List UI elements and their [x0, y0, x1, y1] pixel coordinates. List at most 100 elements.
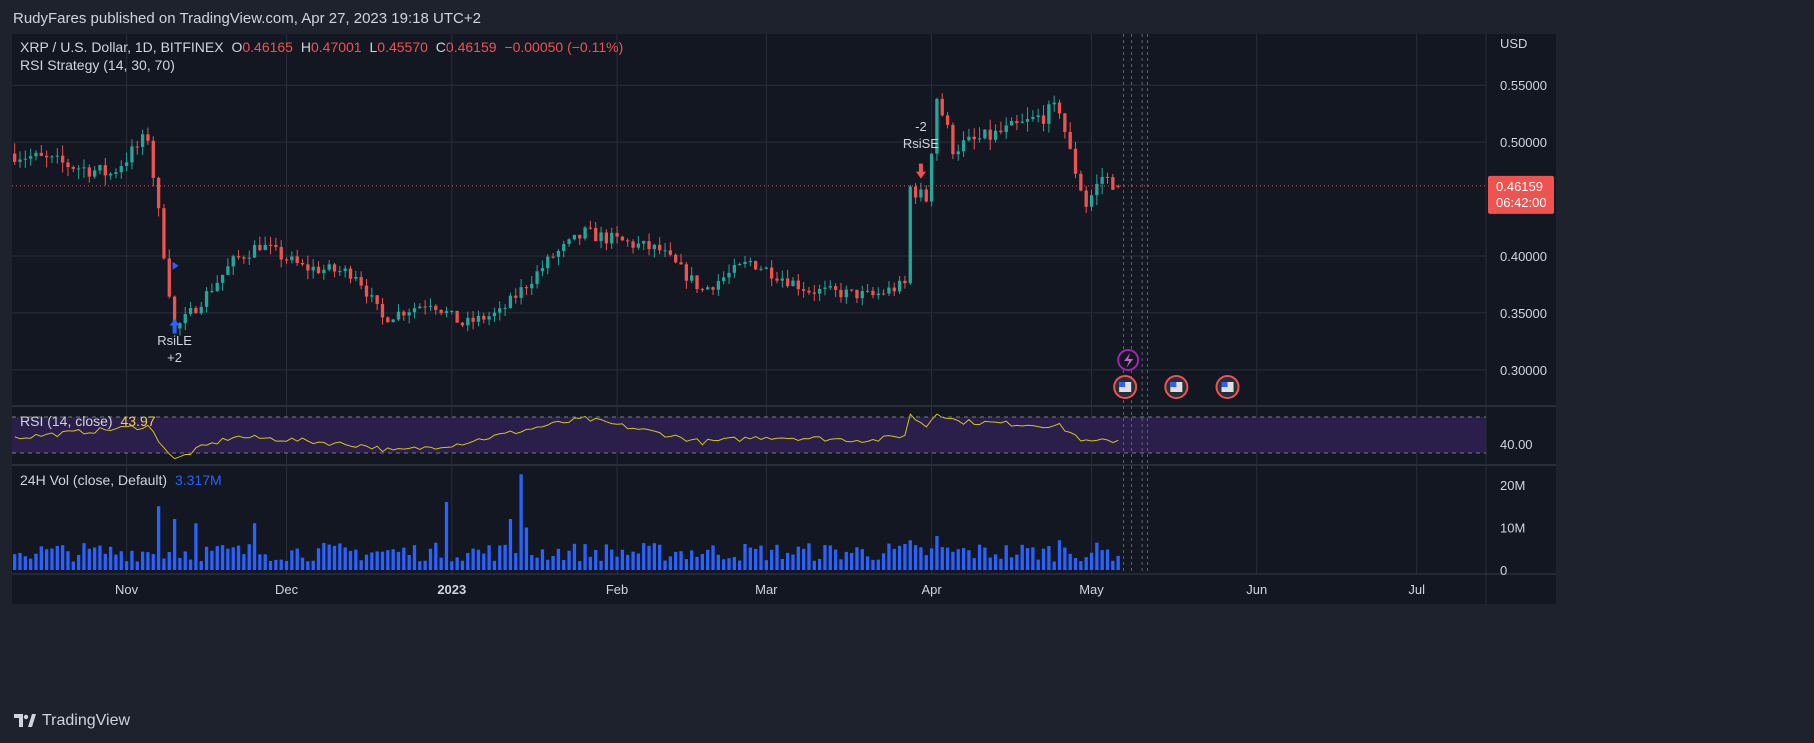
candle-body: [71, 167, 75, 169]
candle-body: [482, 315, 486, 320]
volume-bar: [327, 544, 331, 570]
volume-bar: [1020, 544, 1024, 570]
volume-bar: [407, 554, 411, 570]
candle-body: [727, 272, 731, 278]
long-flag-icon: [172, 261, 179, 270]
volume-bar: [615, 556, 619, 570]
volume-bar: [999, 558, 1003, 570]
volume-bar: [423, 560, 427, 570]
volume-bar: [556, 548, 561, 570]
candle-body: [679, 262, 683, 265]
candle-body: [535, 271, 539, 284]
candle-body: [945, 115, 950, 125]
candle-body: [658, 244, 662, 251]
candle-body: [1031, 117, 1035, 119]
candle-body: [103, 165, 107, 176]
volume-bar: [887, 543, 891, 570]
open-value: 0.46165: [242, 39, 293, 55]
candle-body: [343, 268, 347, 272]
volume-bar: [860, 549, 864, 570]
volume-bar: [599, 560, 603, 570]
volume-bar: [492, 560, 497, 570]
candle-body: [636, 243, 641, 248]
chart-area[interactable]: Nov Dec 2023 Feb Mar Apr May Jun Jul 0.55000 0.500…: [12, 34, 1556, 604]
candle-body: [610, 232, 614, 244]
candle-body: [1073, 148, 1078, 174]
price-tick-label: 0.55000: [1500, 78, 1547, 93]
candle-body: [178, 323, 182, 329]
symbol-title[interactable]: XRP / U.S. Dollar, 1D, BITFINEX: [20, 39, 224, 55]
candle-body: [242, 257, 246, 259]
volume-bar: [1095, 542, 1099, 570]
volume-bar: [146, 552, 150, 570]
volume-legend[interactable]: 24H Vol (close, Default) 3.317M: [20, 472, 222, 488]
candle-body: [466, 317, 470, 326]
volume-bar: [23, 556, 27, 570]
candle-body: [391, 319, 395, 323]
candle-body: [146, 134, 150, 141]
candle-body: [887, 287, 891, 294]
candle-body: [1063, 113, 1067, 132]
volume-bar: [183, 551, 187, 570]
candle-body: [487, 316, 491, 320]
volume-bar: [519, 474, 523, 570]
volume-bar: [311, 560, 315, 570]
price-tick-label: 0.50000: [1500, 135, 1547, 150]
volume-bar: [247, 544, 251, 570]
volume-bar: [71, 561, 75, 570]
volume-bar: [1084, 557, 1088, 570]
short-signal-qty: -2: [915, 119, 927, 134]
candle-body: [156, 177, 161, 209]
volume-bar: [1057, 540, 1062, 570]
candle-body: [732, 265, 736, 273]
candle-body: [828, 286, 832, 288]
volume-bar: [935, 536, 939, 570]
candle-body: [642, 240, 646, 244]
candle-body: [1089, 195, 1094, 207]
strategy-legend[interactable]: RSI Strategy (14, 30, 70): [20, 57, 175, 73]
candle-body: [892, 287, 896, 292]
volume-bar: [924, 555, 928, 570]
volume-bar: [791, 554, 795, 570]
x-tick-label: Mar: [755, 582, 778, 597]
volume-bar: [1063, 547, 1067, 570]
candle-body: [66, 162, 70, 168]
volume-bar: [913, 545, 918, 570]
tradingview-logo[interactable]: TradingView: [14, 712, 130, 730]
candle-body: [124, 162, 129, 167]
candle-body: [423, 306, 427, 308]
candle-body: [780, 278, 784, 281]
candle-body: [471, 317, 475, 322]
volume-bar: [833, 549, 838, 570]
rsi-value: 43.97: [120, 413, 156, 429]
candle-body: [1047, 104, 1051, 124]
candle-body: [913, 186, 918, 198]
volume-bar: [1047, 546, 1051, 570]
volume-bar: [178, 557, 182, 570]
candle-body: [327, 264, 331, 270]
candle-body: [279, 246, 283, 260]
close-label: C: [435, 39, 446, 55]
candle-body: [514, 295, 518, 298]
volume-bar: [817, 558, 822, 570]
volume-bar: [604, 544, 609, 570]
candle-body: [76, 168, 81, 170]
candle-body: [172, 296, 177, 329]
volume-bar: [977, 544, 982, 570]
price-tick-label: 0.30000: [1500, 363, 1547, 378]
candle-body: [833, 286, 838, 290]
volume-bar: [961, 548, 966, 570]
volume-bar: [785, 552, 790, 570]
volume-bar: [263, 554, 267, 570]
volume-bar: [167, 551, 171, 570]
volume-bar: [354, 549, 358, 570]
volume-bar: [343, 547, 347, 570]
volume-bar: [210, 550, 214, 570]
candle-body: [13, 153, 17, 162]
rsi-legend[interactable]: RSI (14, close) 43.97: [20, 413, 156, 429]
candle-body: [263, 244, 267, 251]
x-tick-label: Nov: [115, 582, 139, 597]
volume-bar: [92, 547, 97, 570]
candle-body: [967, 136, 971, 141]
candle-body: [220, 274, 225, 283]
